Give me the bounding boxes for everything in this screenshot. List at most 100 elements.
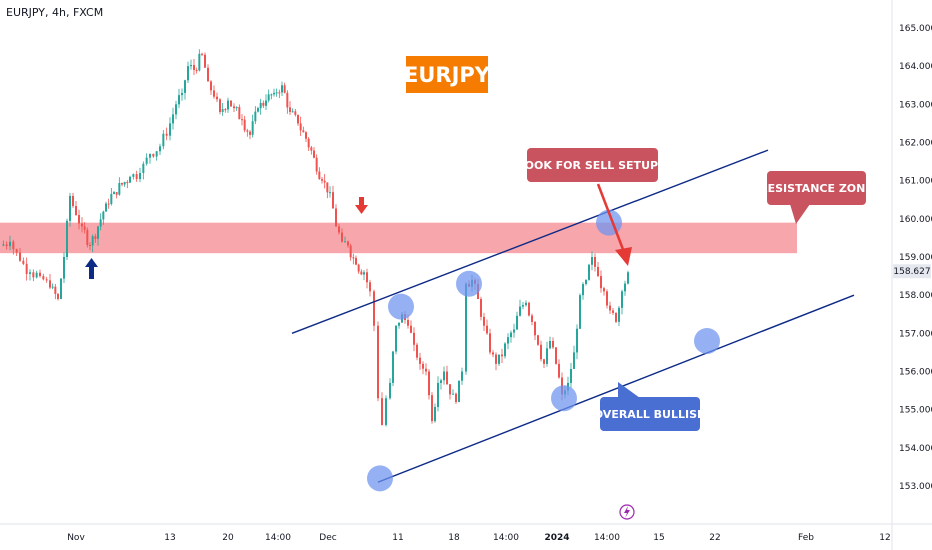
candle-body — [579, 295, 581, 329]
candle-body — [25, 263, 28, 274]
candle-body — [588, 264, 590, 280]
candle-body — [275, 92, 278, 94]
candle-body — [286, 92, 289, 108]
y-tick-label: 153.000 — [899, 482, 932, 492]
candle-body — [49, 280, 51, 288]
candle-body — [335, 208, 337, 227]
candle-body — [291, 111, 294, 113]
sell-setups-callout — [527, 148, 658, 182]
candle-body — [273, 92, 275, 95]
touch-point-circle — [388, 293, 414, 320]
candle-body — [419, 357, 421, 364]
candle-body — [281, 85, 283, 93]
candle-body — [81, 223, 83, 227]
candle-body — [446, 371, 448, 385]
candle-body — [193, 65, 195, 70]
y-tick-label: 156.000 — [899, 368, 932, 378]
candle-body — [9, 241, 11, 247]
candle-body — [591, 257, 593, 265]
candle-body — [184, 80, 186, 93]
candle-body — [422, 363, 424, 369]
candle-body — [118, 182, 121, 195]
title-badge — [406, 56, 488, 93]
candle-body — [513, 329, 515, 333]
candle-body — [573, 352, 575, 369]
candle-body — [338, 226, 340, 233]
candle-body — [555, 347, 557, 364]
overall-bullish-pointer — [618, 382, 640, 398]
touch-point-circle — [367, 465, 393, 492]
candle-body — [570, 368, 572, 383]
candle-body — [480, 298, 482, 317]
candle-body — [265, 100, 267, 106]
candle-body — [102, 211, 105, 220]
candle-body — [294, 111, 297, 115]
y-tick-label: 165.000 — [899, 24, 932, 34]
candle-body — [254, 111, 257, 122]
candle-body — [107, 203, 110, 205]
candle-body — [525, 302, 527, 306]
candle-body — [369, 282, 371, 292]
candle-body — [381, 398, 383, 425]
candle-body — [198, 53, 201, 71]
candle-body — [75, 206, 77, 216]
overall-bullish-callout — [600, 397, 700, 431]
candle-body — [395, 325, 397, 352]
candle-body — [428, 371, 430, 396]
candle-body — [45, 279, 48, 281]
candle-body — [458, 380, 460, 403]
candle-body — [465, 283, 467, 372]
candle-body — [39, 272, 41, 277]
candle-body — [492, 352, 494, 355]
candle-body — [373, 291, 375, 326]
candle-body — [190, 65, 192, 67]
candle-body — [440, 380, 442, 383]
candle-body — [5, 244, 8, 247]
symbol-header: EURJPY, 4h, FXCM — [6, 6, 104, 19]
resistance-zone-pointer — [790, 204, 810, 224]
candle-body — [86, 229, 89, 246]
candle-body — [12, 241, 15, 250]
candle-body — [201, 53, 203, 55]
candle-body — [216, 96, 218, 100]
candle-body — [227, 100, 229, 110]
candle-body — [486, 325, 488, 334]
candle-body — [267, 94, 270, 101]
y-tick-label: 159.000 — [899, 253, 932, 263]
x-tick-label: 15 — [653, 533, 664, 543]
candle-body — [528, 302, 530, 316]
x-tick-label: 14:00 — [493, 533, 519, 543]
candle-body — [341, 232, 343, 242]
candle-body — [498, 354, 500, 364]
candle-body — [410, 325, 412, 333]
sell-setups-label: LOOK FOR SELL SETUPS — [518, 159, 666, 172]
lightning-icon — [624, 506, 630, 518]
candle-body — [600, 276, 602, 289]
candle-body — [126, 182, 129, 184]
candle-body — [627, 272, 629, 284]
candle-body — [413, 332, 415, 345]
upper-channel-line — [291, 149, 769, 334]
candle-body — [69, 195, 71, 221]
candle-body — [609, 305, 611, 311]
touch-point-circle — [456, 270, 482, 297]
candle-body — [83, 226, 86, 230]
resistance-zone-label: RESISTANCE ZONE — [759, 182, 873, 195]
candle-body — [597, 266, 599, 277]
candle-body — [507, 337, 509, 344]
candle-body — [483, 316, 485, 326]
candle-body — [181, 92, 183, 96]
candle-body — [78, 215, 80, 224]
candle-body — [540, 344, 542, 360]
y-tick-label: 162.000 — [899, 139, 932, 149]
candle-body — [94, 236, 97, 239]
candle-body — [19, 252, 21, 261]
candle-body — [57, 293, 59, 299]
candle-body — [204, 54, 206, 68]
candle-body — [249, 131, 251, 135]
sell-setups-arrow-shaft — [596, 183, 626, 253]
candle-body — [357, 264, 360, 272]
candle-body — [504, 343, 506, 357]
candle-body — [51, 286, 54, 288]
x-tick-label: 12 — [879, 533, 890, 543]
